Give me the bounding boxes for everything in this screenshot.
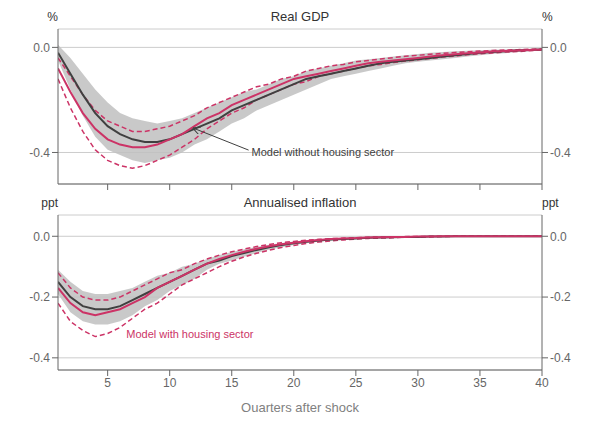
svg-text:-0.4: -0.4 [550, 351, 571, 365]
svg-text:-0.4: -0.4 [550, 146, 571, 160]
html-text:ppt: ppt [41, 196, 58, 210]
svg-text:-0.2: -0.2 [29, 290, 50, 304]
svg-text:15: 15 [225, 376, 239, 390]
svg-text:40: 40 [535, 376, 549, 390]
html-text:ppt: ppt [542, 196, 559, 210]
html-text:Real GDP: Real GDP [270, 9, 330, 24]
svg-text:-0.4: -0.4 [29, 351, 50, 365]
svg-text:-0.4: -0.4 [29, 146, 50, 160]
svg-text:Model without housing sector: Model without housing sector [252, 146, 395, 158]
svg-text:Model with housing sector: Model with housing sector [126, 328, 254, 340]
svg-text:35: 35 [473, 376, 487, 390]
svg-text:0.0: 0.0 [550, 230, 567, 244]
svg-text:30: 30 [411, 376, 425, 390]
svg-text:0.0: 0.0 [550, 41, 567, 55]
svg-text:20: 20 [287, 376, 301, 390]
svg-text:25: 25 [349, 376, 363, 390]
html-text:Annualised inflation: Annualised inflation [243, 195, 357, 210]
svg-text:Quarters after shock: Quarters after shock [241, 400, 359, 412]
svg-text:10: 10 [163, 376, 177, 390]
svg-text:0.0: 0.0 [33, 41, 50, 55]
svg-text:5: 5 [104, 376, 111, 390]
svg-text:0.0: 0.0 [33, 230, 50, 244]
svg-text:-0.2: -0.2 [550, 290, 571, 304]
